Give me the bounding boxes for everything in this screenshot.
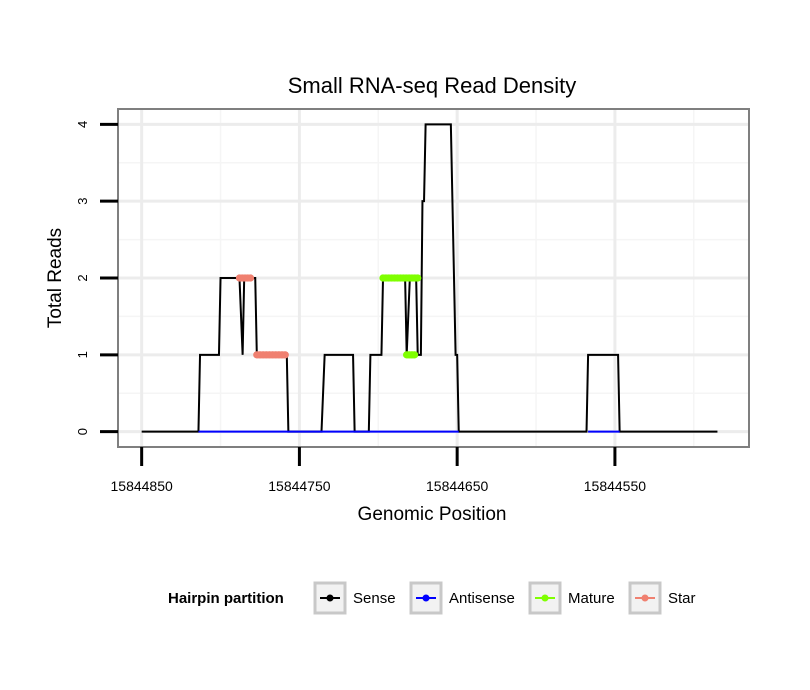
legend-key-point: [541, 594, 549, 602]
series-mature-point: [414, 274, 422, 282]
x-tick-label: 15844850: [111, 478, 174, 494]
legend-label-mature: Mature: [568, 590, 615, 607]
legend-key-point: [326, 594, 334, 602]
legend-label-sense: Sense: [353, 590, 396, 607]
series-star-point: [281, 351, 289, 359]
legend-label-star: Star: [668, 590, 696, 607]
y-axis-label: Total Reads: [45, 228, 66, 328]
series-mature-point: [410, 351, 419, 359]
data-layer: [141, 123, 718, 433]
legend-key-point: [422, 594, 430, 602]
y-tick-label: 2: [75, 274, 90, 281]
y-tick-label: 3: [75, 198, 90, 205]
y-tick-label: 4: [75, 121, 90, 128]
x-tick-label: 15844550: [584, 478, 647, 494]
series-star-point: [246, 274, 255, 282]
x-tick-label: 15844750: [268, 478, 331, 494]
chart-title: Small RNA-seq Read Density: [288, 73, 577, 98]
x-tick-label: 15844650: [426, 478, 489, 494]
legend-label-antisense: Antisense: [449, 590, 515, 607]
legend-title: Hairpin partition: [168, 590, 284, 607]
x-axis-label: Genomic Position: [358, 504, 507, 525]
y-tick-label: 1: [75, 351, 90, 358]
legend-key-point: [641, 594, 649, 602]
axes: 0 1 2 3 4 15844850 15844750 15844650 15844550: [75, 121, 646, 494]
y-tick-label: 0: [75, 428, 90, 435]
legend: Hairpin partition Sense Antisense Mature St…: [168, 581, 696, 615]
